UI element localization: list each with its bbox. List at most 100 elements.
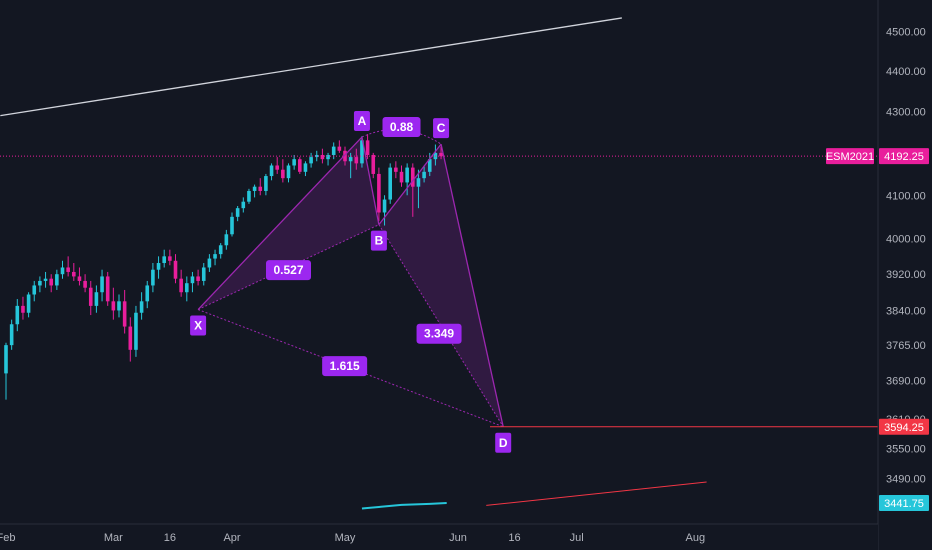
- candle-body: [298, 159, 302, 172]
- candle-body: [230, 216, 234, 235]
- candle: [303, 161, 308, 177]
- ratio-label-x-d[interactable]: 1.615: [322, 356, 368, 377]
- pattern-leg-xa[interactable]: [197, 136, 363, 310]
- point-label-box: [370, 230, 387, 251]
- point-label-text: C: [437, 121, 446, 135]
- candle-body: [190, 276, 195, 284]
- candle: [218, 243, 223, 259]
- target-price-tag: 3594.25: [879, 418, 929, 435]
- candle-body: [38, 280, 42, 286]
- point-label-box: [433, 118, 450, 139]
- x-tick-label: Jul: [570, 532, 584, 544]
- lower-price-tag: 3441.75: [879, 494, 929, 511]
- candle: [286, 163, 291, 183]
- candle-body: [371, 154, 376, 174]
- candle: [43, 271, 48, 288]
- candle: [60, 260, 65, 279]
- point-label-d[interactable]: D: [495, 432, 512, 453]
- ratio-label-box: [322, 356, 368, 377]
- x-tick-label: Aug: [686, 532, 706, 544]
- candle-body: [354, 157, 359, 164]
- candle-body: [83, 280, 87, 288]
- candle: [201, 263, 206, 286]
- ratio-label-x-b[interactable]: 0.527: [266, 260, 311, 281]
- candle: [348, 152, 353, 179]
- candle: [292, 154, 296, 170]
- candle-body: [77, 276, 82, 281]
- candle-body: [224, 234, 229, 246]
- candles: [4, 134, 443, 400]
- upper-trendline[interactable]: [0, 17, 622, 117]
- ratio-label-b-d[interactable]: 3.349: [416, 323, 462, 344]
- lower-price-tag-text: 3441.75: [884, 498, 924, 510]
- candle-body: [185, 283, 189, 293]
- candle-body: [117, 301, 121, 311]
- symbol-tag-box: [826, 148, 874, 165]
- candle-body: [156, 263, 161, 270]
- candle-body: [269, 165, 274, 177]
- candle: [382, 195, 387, 226]
- candle: [337, 140, 342, 153]
- candle: [179, 269, 183, 297]
- candle: [314, 150, 319, 162]
- x-tick-label: May: [335, 532, 356, 544]
- last-price-tag: 4192.25: [879, 148, 929, 165]
- time-axis[interactable]: Feb Mar 16 Apr May Jun 16 Jul Aug: [0, 532, 705, 544]
- candle: [207, 254, 212, 272]
- candle-body: [235, 208, 240, 217]
- target-price-tag-text: 3594.25: [884, 422, 924, 434]
- y-tick-label: 4400.00: [886, 66, 926, 78]
- x-tick-label: Feb: [0, 532, 15, 544]
- candle: [371, 152, 376, 179]
- pattern-leg-bc[interactable]: [378, 143, 442, 226]
- candle-body: [320, 154, 325, 160]
- pattern-fill-bcd: [378, 144, 504, 427]
- candle: [241, 197, 246, 213]
- point-label-x[interactable]: X: [190, 315, 207, 336]
- pattern-ratio-line-xd: [197, 309, 504, 428]
- pattern-leg-cd[interactable]: [440, 143, 504, 427]
- candle: [416, 169, 421, 209]
- candle-body: [168, 256, 172, 261]
- candle-body: [26, 294, 31, 313]
- time-axis-panel[interactable]: [0, 524, 878, 550]
- candle-body: [286, 165, 291, 179]
- candle-body: [218, 245, 223, 255]
- candle-body: [382, 199, 387, 213]
- candle: [269, 163, 274, 181]
- candle-body: [416, 178, 421, 187]
- candle-body: [309, 157, 313, 164]
- candle: [422, 165, 426, 183]
- candle-body: [145, 285, 150, 302]
- ratio-label-box: [382, 117, 421, 138]
- trend-lines[interactable]: [0, 17, 707, 510]
- candle-body: [281, 169, 285, 179]
- lower-indicator-curve: [361, 501, 447, 510]
- candle-body: [360, 140, 364, 164]
- symbol-tag[interactable]: ESM2021: [826, 148, 874, 165]
- price-axis-panel[interactable]: [878, 0, 932, 550]
- candle: [394, 161, 398, 179]
- harmonic-pattern[interactable]: [197, 129, 504, 428]
- candle: [105, 271, 110, 306]
- candle-body: [337, 146, 342, 151]
- point-label-b[interactable]: B: [370, 230, 387, 251]
- candle-body: [196, 276, 200, 281]
- candle-body: [43, 278, 48, 281]
- ratio-label-text: 0.88: [390, 120, 414, 134]
- candle: [354, 148, 359, 170]
- candle-body: [348, 157, 353, 162]
- pattern-fills: [198, 137, 504, 427]
- point-label-c[interactable]: C: [433, 118, 450, 139]
- pattern-leg-ab[interactable]: [361, 136, 380, 225]
- candle-body: [88, 287, 93, 306]
- ratio-label-a-c[interactable]: 0.88: [382, 117, 421, 138]
- lower-trendline[interactable]: [486, 481, 707, 506]
- point-label-a[interactable]: A: [353, 111, 370, 132]
- candle-body: [15, 305, 20, 325]
- candle-body: [66, 267, 70, 272]
- y-tick-label: 3840.00: [886, 305, 926, 317]
- candle-body: [162, 256, 166, 264]
- candle: [213, 249, 217, 266]
